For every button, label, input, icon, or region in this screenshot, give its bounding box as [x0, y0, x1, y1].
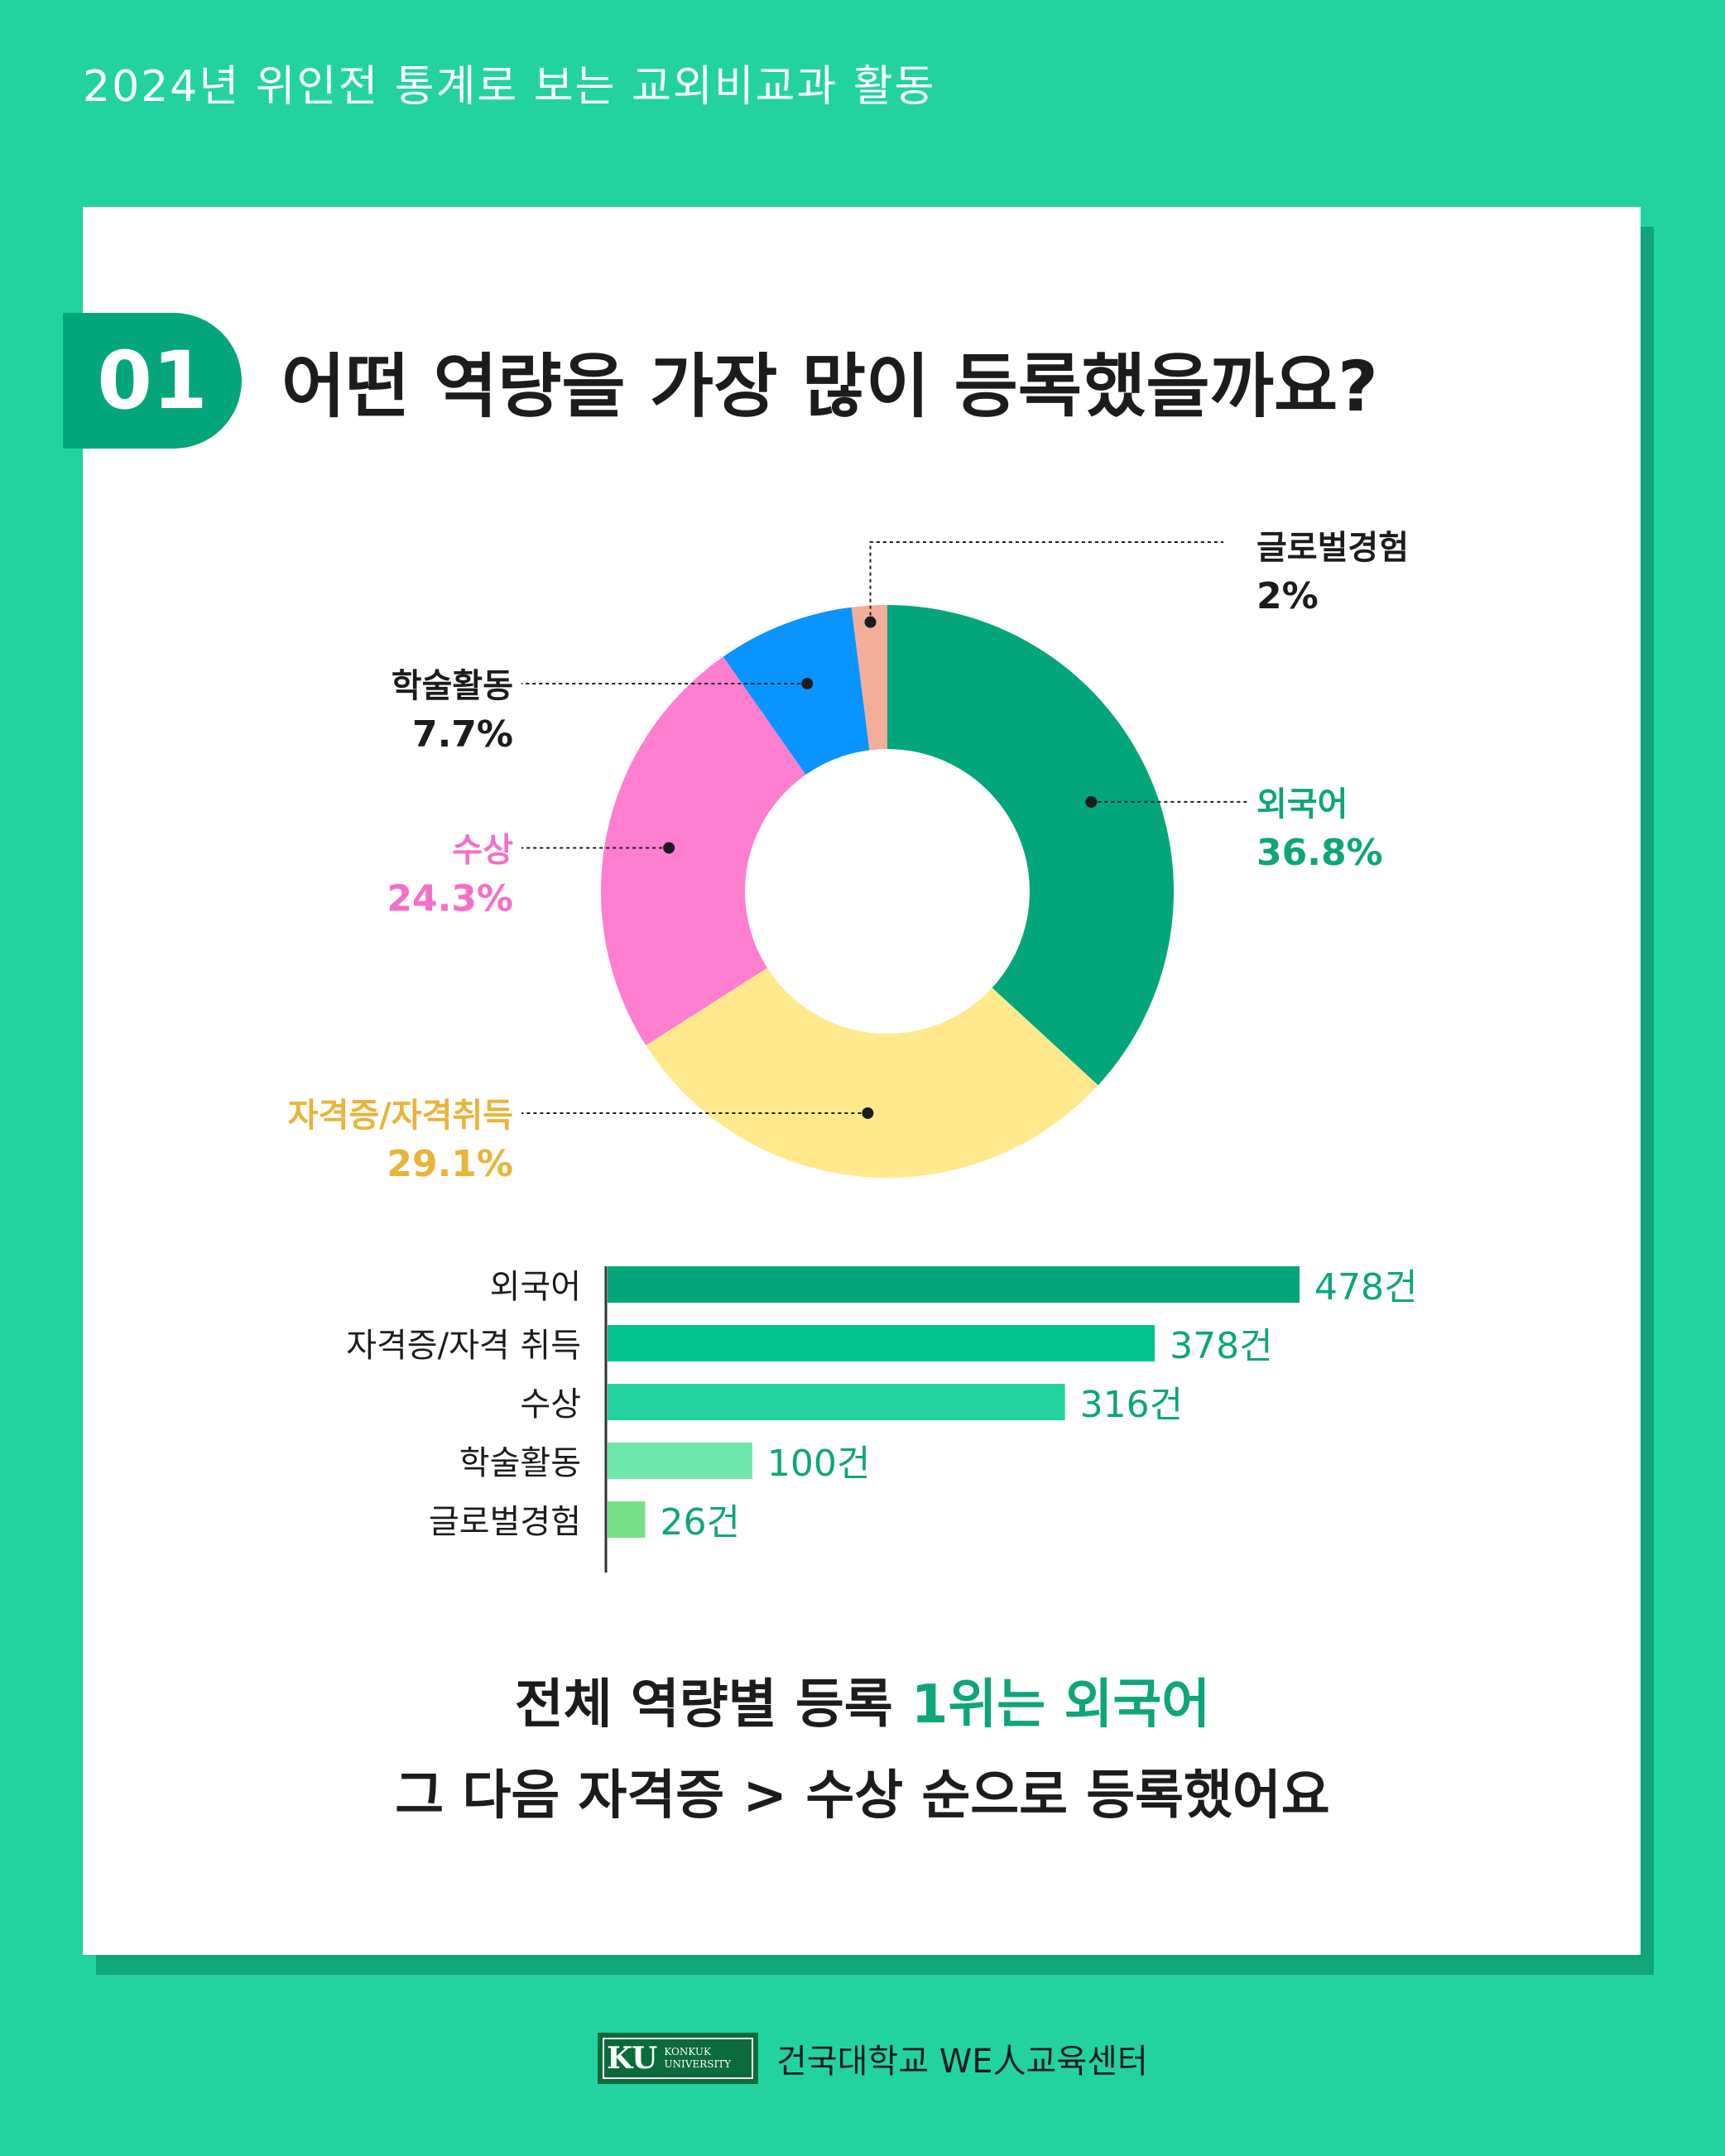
donut-slice-4 — [851, 605, 887, 751]
donut-value-label-4: 2% — [1257, 575, 1319, 617]
bar-value-label-1: 378건 — [1170, 1325, 1272, 1367]
summary-line-1-highlight: 1위는 외국어 — [911, 1674, 1211, 1736]
leader-line-4 — [869, 541, 1223, 622]
donut-category-label-3: 학술활동 — [392, 667, 513, 705]
donut-value-label-0: 36.8% — [1257, 832, 1383, 874]
donut-value-label-2: 24.3% — [387, 877, 513, 920]
donut-category-label-0: 외국어 — [1257, 785, 1348, 824]
logo-mark: KU — [607, 2041, 658, 2076]
bar-category-label-2: 수상 — [520, 1385, 581, 1424]
page-header-title: 2024년 위인전 통계로 보는 교외비교과 활동 — [83, 62, 936, 112]
donut-category-label-4: 글로벌경험 — [1257, 529, 1409, 567]
donut-category-label-1: 자격증/자격취득 — [288, 1097, 513, 1135]
summary-line-1: 전체 역량별 등록 1위는 외국어 — [0, 1659, 1725, 1750]
konkuk-university-logo: KU KONKUK UNIVERSITY — [598, 2033, 758, 2084]
donut-slice-0 — [887, 605, 1174, 1086]
logo-text-1: KONKUK — [664, 2046, 712, 2058]
bar-category-label-1: 자격증/자격 취득 — [346, 1327, 581, 1365]
donut-chart: 외국어 36.8% 자격증/자격취득 29.1% 수상 24.3% 학술활동 7.7% 글로벌경… — [288, 529, 1409, 1185]
summary-line-2: 그 다음 자격증 > 수상 순으로 등록했어요 — [395, 1765, 1330, 1827]
bar-3 — [608, 1443, 752, 1479]
donut-slice-1 — [646, 968, 1098, 1178]
bar-1 — [608, 1325, 1156, 1361]
bar-0 — [608, 1266, 1300, 1303]
donut-slice-3 — [723, 607, 870, 775]
donut-category-label-2: 수상 — [452, 831, 513, 869]
bar-value-label-3: 100건 — [767, 1443, 870, 1485]
footer-org-name: 건국대학교 WE人교육센터 — [776, 2043, 1148, 2081]
bar-category-label-0: 외국어 — [490, 1268, 581, 1306]
logo-text-2: UNIVERSITY — [664, 2058, 732, 2070]
section-question: 어떤 역량을 가장 많이 등록했을까요? — [281, 346, 1378, 427]
bar-value-label-2: 316건 — [1080, 1384, 1183, 1426]
bar-category-label-4: 글로벌경험 — [429, 1503, 581, 1541]
logo-wordmark: KONKUK UNIVERSITY — [664, 2046, 731, 2071]
bar-4 — [608, 1501, 646, 1538]
bar-value-label-0: 478건 — [1314, 1266, 1417, 1308]
summary-text: 전체 역량별 등록 1위는 외국어 그 다음 자격증 > 수상 순으로 등록했어… — [0, 1659, 1725, 1841]
bar-category-label-3: 학술활동 — [459, 1444, 581, 1482]
footer: KU KONKUK UNIVERSITY 건국대학교 WE人교육센터 — [598, 2033, 1148, 2084]
bar-value-label-4: 26건 — [660, 1501, 739, 1544]
donut-slice-2 — [601, 656, 806, 1046]
summary-line-1-prefix: 전체 역량별 등록 — [514, 1674, 911, 1736]
bar-2 — [608, 1384, 1065, 1420]
donut-value-label-3: 7.7% — [412, 713, 513, 756]
section-number-badge: 01 — [63, 313, 242, 449]
donut-value-label-1: 29.1% — [387, 1143, 513, 1185]
